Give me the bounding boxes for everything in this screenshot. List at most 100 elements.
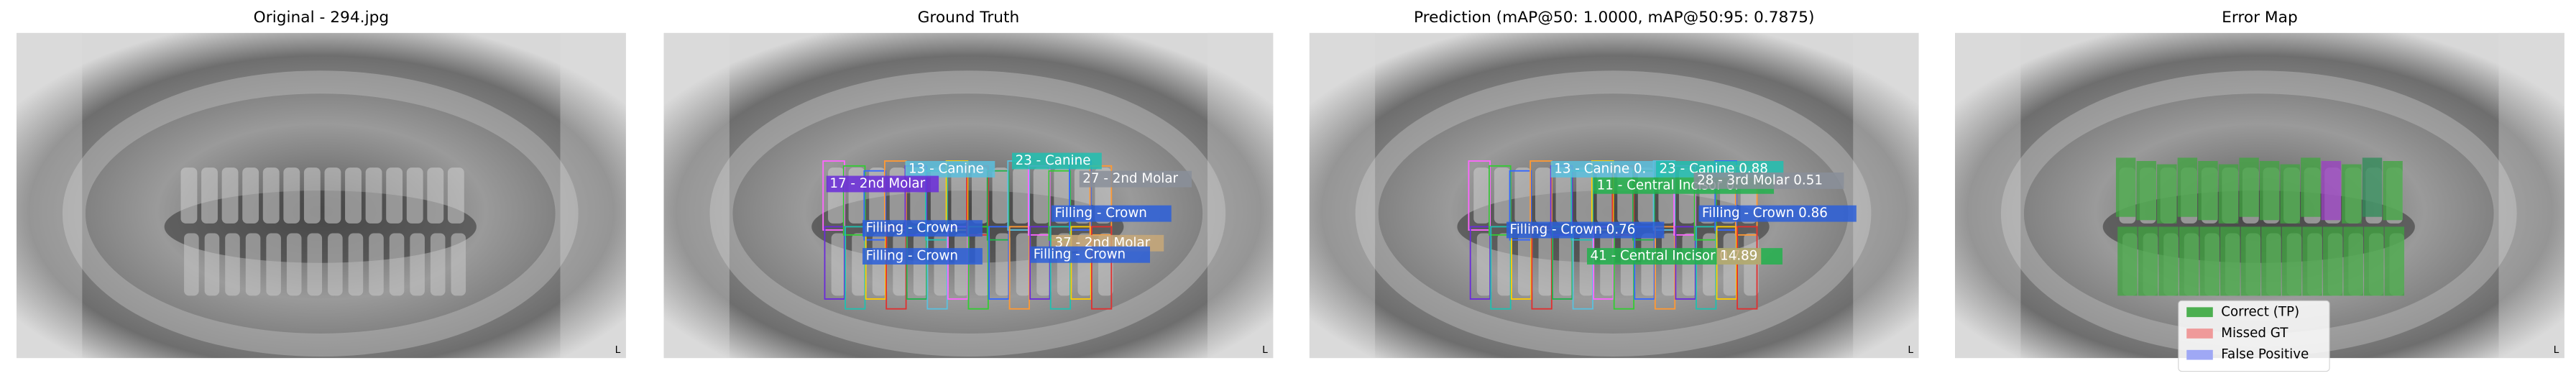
tooth xyxy=(1473,167,1491,224)
box-label: 28 - 3rd Molar 0.51 xyxy=(1697,173,1823,188)
box-label: 13 - Canine xyxy=(908,161,984,176)
bbox xyxy=(1509,170,1532,241)
tooth xyxy=(348,233,364,296)
legend-swatch xyxy=(2186,307,2213,318)
tooth xyxy=(447,167,464,224)
bbox xyxy=(1736,226,1758,310)
error-tooth xyxy=(2138,226,2158,296)
panel-title: Ground Truth xyxy=(918,9,1020,27)
label-bg xyxy=(1079,170,1192,188)
label-bg xyxy=(862,248,983,265)
tooth xyxy=(286,233,302,296)
label-bg xyxy=(826,175,939,193)
error-tooth xyxy=(2261,226,2281,296)
bbox xyxy=(824,226,845,300)
bbox xyxy=(986,170,1010,241)
box-label: 23 - Canine xyxy=(1016,153,1091,168)
bbox xyxy=(1489,165,1512,236)
tooth xyxy=(1517,233,1533,296)
error-tooth xyxy=(2218,164,2239,224)
box-label: 41 - Central Incisor 0.78 xyxy=(1591,249,1749,264)
bbox xyxy=(988,226,1010,300)
tooth xyxy=(386,167,403,224)
panel: Original - 294.jpg xyxy=(17,9,626,358)
panel: Prediction (mAP@50: 1.0000, mAP@50:95: 0… xyxy=(1310,9,1919,358)
tooth xyxy=(1535,167,1552,224)
legend-frame xyxy=(2178,300,2330,372)
tooth xyxy=(201,167,218,224)
tooth xyxy=(1494,167,1511,224)
legend-swatch xyxy=(2186,349,2213,360)
tooth xyxy=(972,167,988,224)
error-tooth xyxy=(2115,157,2136,217)
bbox xyxy=(1090,226,1113,310)
error-tooth xyxy=(2322,226,2343,296)
legend: Correct (TP) Missed GT False Positive xyxy=(2178,300,2330,372)
error-tooth xyxy=(2301,157,2321,217)
bbox xyxy=(1654,226,1676,310)
tooth xyxy=(831,233,847,296)
error-tooth xyxy=(2199,226,2220,296)
error-tooth xyxy=(2179,226,2199,296)
tooth xyxy=(1013,167,1030,224)
label-bg xyxy=(1693,172,1844,189)
bbox xyxy=(1490,226,1512,310)
box-label: Filling - Crown xyxy=(866,221,958,236)
tooth xyxy=(1576,167,1593,224)
tooth xyxy=(303,167,321,224)
error-tooth xyxy=(2364,226,2384,296)
legend-label: Correct (TP) xyxy=(2221,304,2299,319)
label-bg xyxy=(1550,160,1664,178)
tooth xyxy=(369,233,384,296)
panel-title: Prediction (mAP@50: 1.0000, mAP@50:95: 0… xyxy=(1414,9,1814,27)
box-label: 13 - Canine 0. xyxy=(1554,161,1646,176)
error-tooth xyxy=(2362,157,2383,217)
tooth xyxy=(406,167,423,224)
tooth xyxy=(180,167,198,224)
legend-label: False Positive xyxy=(2221,347,2309,362)
tooth xyxy=(995,233,1011,296)
error-tooth xyxy=(2280,164,2300,224)
error-tooth xyxy=(2177,157,2198,217)
box-label: 14.89 xyxy=(1720,249,1757,264)
tooth xyxy=(1538,233,1554,296)
box-label: Filling - Crown 0.76 xyxy=(1510,222,1636,237)
bbox xyxy=(822,160,845,231)
box-label: 17 - 2nd Molar xyxy=(829,176,925,191)
bbox xyxy=(1469,226,1491,300)
error-tooth xyxy=(2343,226,2363,296)
tooth xyxy=(225,233,240,296)
label-bg xyxy=(1716,248,1762,265)
tooth xyxy=(1559,233,1574,296)
tooth xyxy=(451,233,466,296)
error-tooth xyxy=(2240,226,2261,296)
error-tooth xyxy=(2383,160,2403,221)
label-bg xyxy=(862,220,983,237)
error-tooth xyxy=(2342,164,2362,224)
tooth xyxy=(242,167,259,224)
error-tooth xyxy=(2302,226,2322,296)
tooth xyxy=(345,167,362,224)
bbox xyxy=(1468,160,1491,231)
bbox xyxy=(863,170,886,241)
tooth xyxy=(410,233,425,296)
bbox xyxy=(1008,226,1030,310)
panel-title: Original - 294.jpg xyxy=(254,9,389,27)
tooth xyxy=(262,167,280,224)
box-label: Filling - Crown xyxy=(1054,206,1146,221)
error-tooth xyxy=(2384,226,2405,296)
box-label: Filling - Crown xyxy=(1034,247,1126,262)
tooth xyxy=(430,233,446,296)
tooth xyxy=(307,233,323,296)
legend-swatch xyxy=(2186,328,2213,339)
bbox xyxy=(1049,226,1072,310)
error-tooth xyxy=(2157,164,2177,224)
tooth xyxy=(184,233,199,296)
tooth xyxy=(204,233,220,296)
box-label: Filling - Crown xyxy=(866,249,958,264)
error-tooth xyxy=(2321,160,2342,221)
box-label: Filling - Crown 0.86 xyxy=(1702,206,1828,221)
label-bg xyxy=(1012,152,1102,170)
panel-title: Error Map xyxy=(2222,9,2298,27)
